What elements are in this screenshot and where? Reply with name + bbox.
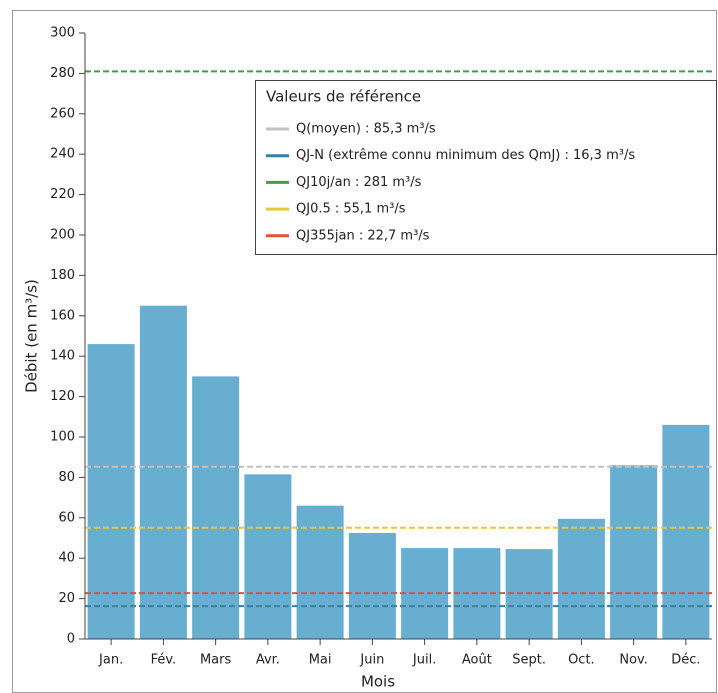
y-tick-label: 300 <box>50 26 75 41</box>
x-tick-label: Nov. <box>619 653 648 668</box>
x-tick-label: Oct. <box>568 653 595 668</box>
legend-label: QJ0.5 : 55,1 m³/s <box>296 202 406 217</box>
legend-label: QJ10j/an : 281 m³/s <box>296 175 422 190</box>
bar <box>296 505 344 639</box>
legend-title: Valeurs de référence <box>266 88 421 106</box>
y-tick-label: 240 <box>50 147 75 162</box>
bar <box>192 376 240 639</box>
y-tick-label: 80 <box>58 470 75 485</box>
y-tick-label: 40 <box>58 551 75 566</box>
x-tick-label: Juin <box>359 653 384 668</box>
x-tick-label: Déc. <box>671 653 700 668</box>
y-tick-label: 180 <box>50 268 75 283</box>
legend-box <box>255 80 717 255</box>
y-tick-label: 0 <box>67 632 75 647</box>
x-tick-label: Sept. <box>512 653 546 668</box>
x-tick-label: Mars <box>200 653 232 668</box>
bar <box>244 474 292 639</box>
y-tick-label: 100 <box>50 430 75 445</box>
y-tick-label: 280 <box>50 66 75 81</box>
bar <box>557 518 605 639</box>
x-tick-label: Mai <box>309 653 332 668</box>
y-tick-label: 260 <box>50 106 75 121</box>
bar <box>662 424 710 639</box>
x-tick-label: Fév. <box>151 653 177 668</box>
bar <box>139 305 187 639</box>
legend-label: QJ355jan : 22,7 m³/s <box>296 228 430 243</box>
bar <box>348 532 396 639</box>
x-tick-label: Avr. <box>256 653 280 668</box>
bar <box>87 344 135 639</box>
y-tick-label: 160 <box>50 308 75 323</box>
y-tick-label: 220 <box>50 187 75 202</box>
y-tick-label: 200 <box>50 228 75 243</box>
y-tick-label: 60 <box>58 510 75 525</box>
x-tick-label: Juil. <box>412 653 436 668</box>
y-tick-label: 20 <box>58 591 75 606</box>
legend-label: Q(moyen) : 85,3 m³/s <box>296 122 436 137</box>
y-axis-label: Débit (en m³/s) <box>23 279 41 393</box>
x-tick-label: Jan. <box>98 653 123 668</box>
bar <box>610 465 658 639</box>
y-tick-label: 120 <box>50 389 75 404</box>
y-tick-label: 140 <box>50 349 75 364</box>
x-axis-label: Mois <box>361 673 395 691</box>
x-tick-label: Août <box>462 653 492 668</box>
legend-label: QJ-N (extrême connu minimum des QmJ) : 1… <box>296 148 635 163</box>
